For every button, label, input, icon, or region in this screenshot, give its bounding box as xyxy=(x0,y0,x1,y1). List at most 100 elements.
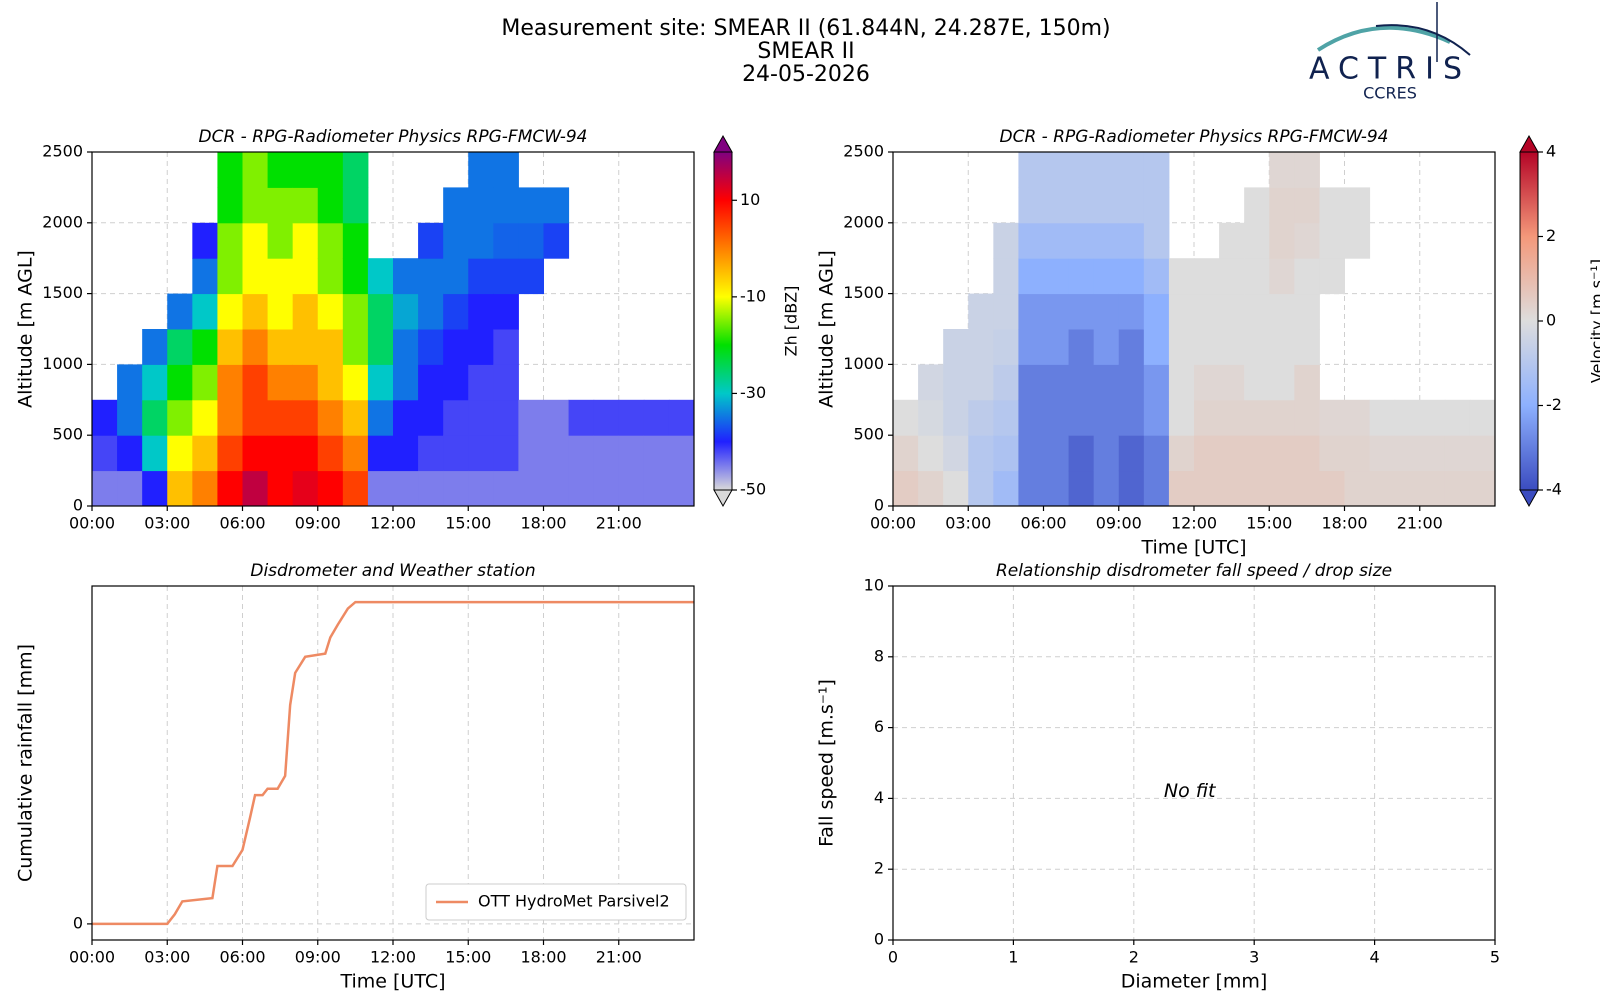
heat-cell xyxy=(292,399,319,436)
heat-cell xyxy=(443,293,469,330)
heat-cell xyxy=(1244,222,1270,259)
heat-cell xyxy=(242,364,269,401)
heat-cell xyxy=(418,258,444,295)
y-axis-label: Altitude [m AGL] xyxy=(816,250,838,408)
heat-cell xyxy=(893,435,919,472)
heat-cell xyxy=(1269,399,1295,436)
heat-cell xyxy=(292,187,319,224)
colorbar-arrow xyxy=(713,134,733,153)
y-tick-label: 500 xyxy=(52,425,83,444)
heat-cell xyxy=(668,470,695,507)
heat-cell xyxy=(468,364,494,401)
y-tick-label: 500 xyxy=(853,425,884,444)
heat-cell xyxy=(1043,435,1070,472)
heat-cell xyxy=(192,470,218,507)
heat-cell xyxy=(1143,435,1170,472)
heat-cell xyxy=(393,364,419,401)
heat-cell xyxy=(1269,152,1295,188)
heat-cell xyxy=(1294,152,1320,188)
x-tick-label: 21:00 xyxy=(596,514,642,533)
heat-cell xyxy=(468,258,494,295)
heat-cell xyxy=(943,470,969,507)
heat-cell xyxy=(518,399,544,436)
heat-cell xyxy=(117,399,143,436)
heat-cell xyxy=(493,152,519,188)
heat-cell xyxy=(292,293,319,330)
heat-cell xyxy=(1118,258,1145,295)
heat-cell xyxy=(443,329,469,365)
heat-cell xyxy=(342,399,369,436)
panel-title: DCR - RPG-Radiometer Physics RPG-FMCW-94 xyxy=(199,127,588,147)
heat-cell xyxy=(317,364,344,401)
heat-cell xyxy=(1018,258,1044,295)
heat-cell xyxy=(418,329,444,365)
heat-cell xyxy=(167,399,193,436)
heat-cell xyxy=(493,399,519,436)
heat-cell xyxy=(242,470,269,507)
heat-cell xyxy=(1068,364,1095,401)
heat-cell xyxy=(1093,187,1120,224)
heat-cell xyxy=(468,399,494,436)
y-tick-label: 0 xyxy=(874,930,884,949)
heat-cell xyxy=(367,470,394,507)
heat-cell xyxy=(1244,364,1270,401)
heat-cell xyxy=(918,364,944,401)
heat-cell xyxy=(993,470,1019,507)
heat-cell xyxy=(1018,470,1044,507)
heat-cell xyxy=(92,435,118,472)
heat-cell xyxy=(267,364,294,401)
heat-cell xyxy=(1294,187,1320,224)
heat-cell xyxy=(943,364,969,401)
y-tick-label: 1500 xyxy=(843,283,884,302)
heat-cell xyxy=(342,222,369,259)
y-tick-label: 2000 xyxy=(42,212,83,231)
heat-cell xyxy=(217,435,243,472)
heat-cell xyxy=(1319,399,1345,436)
y-tick-label: 2000 xyxy=(843,212,884,231)
heat-cell xyxy=(1068,399,1095,436)
heat-cell xyxy=(1093,329,1120,365)
x-tick-label: 12:00 xyxy=(370,514,416,533)
heat-cell xyxy=(968,364,994,401)
heat-cell xyxy=(1369,399,1396,436)
colorbar-tick-label: -4 xyxy=(1546,480,1562,499)
heat-cell xyxy=(1093,293,1120,330)
heat-cell xyxy=(1194,470,1220,507)
heat-cell xyxy=(543,187,570,224)
heat-cell xyxy=(1043,187,1070,224)
heat-cell xyxy=(893,470,919,507)
heat-cell xyxy=(918,435,944,472)
x-tick-label: 03:00 xyxy=(945,514,991,533)
heat-cell xyxy=(342,329,369,365)
heat-cell xyxy=(217,187,243,224)
x-axis-label: Time [UTC] xyxy=(339,971,445,993)
colorbar-tick-label: 0 xyxy=(1546,311,1556,330)
heat-cell xyxy=(1143,152,1170,188)
heat-cell xyxy=(1269,187,1295,224)
heat-cell xyxy=(968,293,994,330)
heat-cell xyxy=(1118,222,1145,259)
heat-cell xyxy=(242,187,269,224)
heat-cell xyxy=(1319,258,1345,295)
x-tick-label: 03:00 xyxy=(144,948,190,967)
heat-cell xyxy=(1018,329,1044,365)
heat-cell xyxy=(1244,258,1270,295)
heat-cell xyxy=(1018,364,1044,401)
heat-cell xyxy=(1068,258,1095,295)
logo-sub: CCRES xyxy=(1363,84,1417,103)
heat-cell xyxy=(167,329,193,365)
logo-name: ACTRIS xyxy=(1309,52,1471,87)
heat-cell xyxy=(1168,329,1195,365)
x-tick-label: 15:00 xyxy=(1246,514,1292,533)
heat-cell xyxy=(1168,364,1195,401)
heat-cell xyxy=(1319,222,1345,259)
heat-cell xyxy=(1143,329,1170,365)
heat-cell xyxy=(242,293,269,330)
heat-cell xyxy=(167,364,193,401)
heat-cell xyxy=(192,399,218,436)
x-tick-label: 12:00 xyxy=(1171,514,1217,533)
heat-cell xyxy=(117,364,143,401)
heat-cell xyxy=(242,222,269,259)
heat-cell xyxy=(1043,152,1070,188)
